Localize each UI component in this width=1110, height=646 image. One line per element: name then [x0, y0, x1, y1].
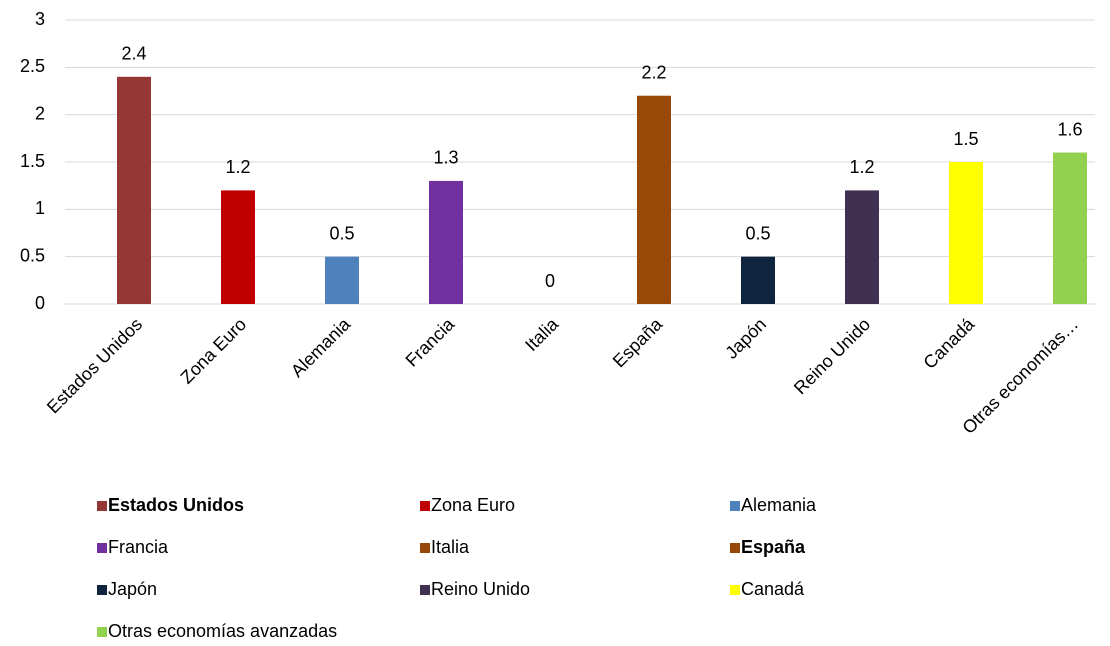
- legend-swatch: [420, 501, 430, 511]
- x-tick-label: Canadá: [919, 313, 978, 372]
- x-tick-label: Italia: [521, 313, 563, 355]
- value-label: 1.2: [225, 157, 250, 177]
- bar: [117, 76, 151, 304]
- legend-label: Canadá: [741, 579, 805, 599]
- legend-swatch: [420, 585, 430, 595]
- value-label: 1.2: [849, 157, 874, 177]
- value-label: 0.5: [329, 223, 354, 243]
- bar: [949, 162, 983, 304]
- y-tick-label: 2: [35, 103, 45, 123]
- legend-label: Otras economías avanzadas: [108, 621, 337, 641]
- y-tick-label: 1.5: [20, 151, 45, 171]
- legend-label: España: [741, 537, 806, 557]
- legend-swatch: [97, 501, 107, 511]
- legend-swatch: [730, 501, 740, 511]
- y-tick-label: 0: [35, 293, 45, 313]
- legend-swatch: [730, 543, 740, 553]
- x-tick-label: Estados Unidos: [43, 314, 146, 417]
- legend-label: Alemania: [741, 495, 817, 515]
- x-tick-label: Japón: [721, 314, 770, 363]
- bar: [741, 256, 775, 304]
- bar: [845, 190, 879, 304]
- legend-swatch: [730, 585, 740, 595]
- value-label: 2.4: [121, 44, 146, 64]
- bar: [1053, 152, 1087, 304]
- value-label: 1.6: [1057, 119, 1082, 139]
- legend-swatch: [97, 627, 107, 637]
- value-label: 1.5: [953, 129, 978, 149]
- bar: [637, 95, 671, 304]
- x-tick-label: Reino Unido: [790, 314, 874, 398]
- bar: [221, 190, 255, 304]
- y-tick-label: 0.5: [20, 245, 45, 265]
- x-tick-label: Otras economías…: [958, 314, 1082, 438]
- bar: [429, 180, 463, 304]
- legend-label: Zona Euro: [431, 495, 515, 515]
- x-tick-label: Alemania: [287, 313, 355, 381]
- x-tick-label: Zona Euro: [177, 314, 251, 388]
- x-tick-label: Francia: [402, 313, 459, 370]
- legend-label: Reino Unido: [431, 579, 530, 599]
- value-label: 0.5: [745, 223, 770, 243]
- legend-swatch: [97, 543, 107, 553]
- legend-swatch: [420, 543, 430, 553]
- legend-swatch: [97, 585, 107, 595]
- legend-label: Italia: [431, 537, 470, 557]
- y-tick-label: 2.5: [20, 56, 45, 76]
- legend-label: Francia: [108, 537, 169, 557]
- legend-label: Estados Unidos: [108, 495, 244, 515]
- x-tick-label: España: [609, 313, 667, 371]
- value-label: 1.3: [433, 148, 458, 168]
- bar: [325, 256, 359, 304]
- value-label: 0: [545, 271, 555, 291]
- y-tick-label: 3: [35, 9, 45, 29]
- value-label: 2.2: [641, 62, 666, 82]
- y-tick-label: 1: [35, 198, 45, 218]
- legend-label: Japón: [108, 579, 157, 599]
